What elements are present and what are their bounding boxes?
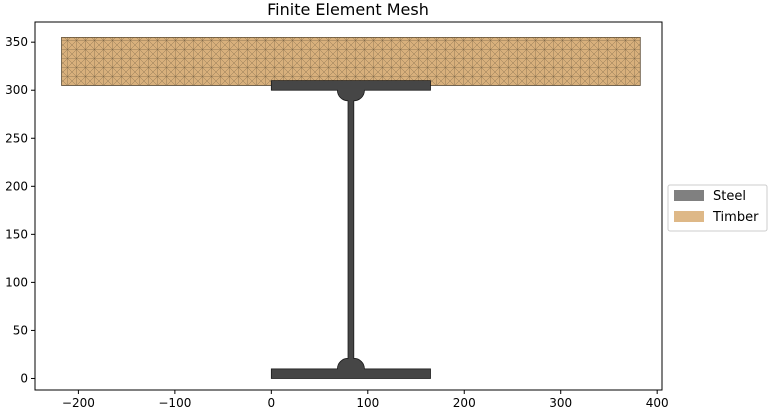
x-tick-label: 100 <box>356 396 379 410</box>
legend: Steel Timber <box>667 184 768 232</box>
y-tick-label: 250 <box>5 131 28 145</box>
x-tick-label: 400 <box>646 396 669 410</box>
plot-area <box>61 36 641 379</box>
y-tick-label: 50 <box>13 323 28 337</box>
plot-frame <box>34 21 663 391</box>
legend-swatch-timber <box>674 211 704 222</box>
x-tick-label: 300 <box>549 396 572 410</box>
x-tick-label: −100 <box>158 396 191 410</box>
y-tick-label: 0 <box>20 371 28 385</box>
x-axis: −200 −100 0 100 200 300 400 <box>62 390 669 410</box>
timber-region <box>61 36 641 86</box>
legend-label-steel: Steel <box>713 189 746 204</box>
x-tick-label: −200 <box>62 396 95 410</box>
legend-label-timber: Timber <box>712 210 759 225</box>
chart-title: Finite Element Mesh <box>267 0 429 19</box>
steel-region <box>270 80 431 379</box>
y-tick-label: 300 <box>5 83 28 97</box>
y-tick-label: 100 <box>5 275 28 289</box>
y-tick-label: 200 <box>5 179 28 193</box>
y-tick-label: 150 <box>5 227 28 241</box>
y-axis: 0 50 100 150 200 250 300 350 <box>5 35 35 385</box>
y-tick-label: 350 <box>5 35 28 49</box>
x-tick-label: 0 <box>268 396 276 410</box>
x-tick-label: 200 <box>453 396 476 410</box>
legend-swatch-steel <box>674 190 704 201</box>
